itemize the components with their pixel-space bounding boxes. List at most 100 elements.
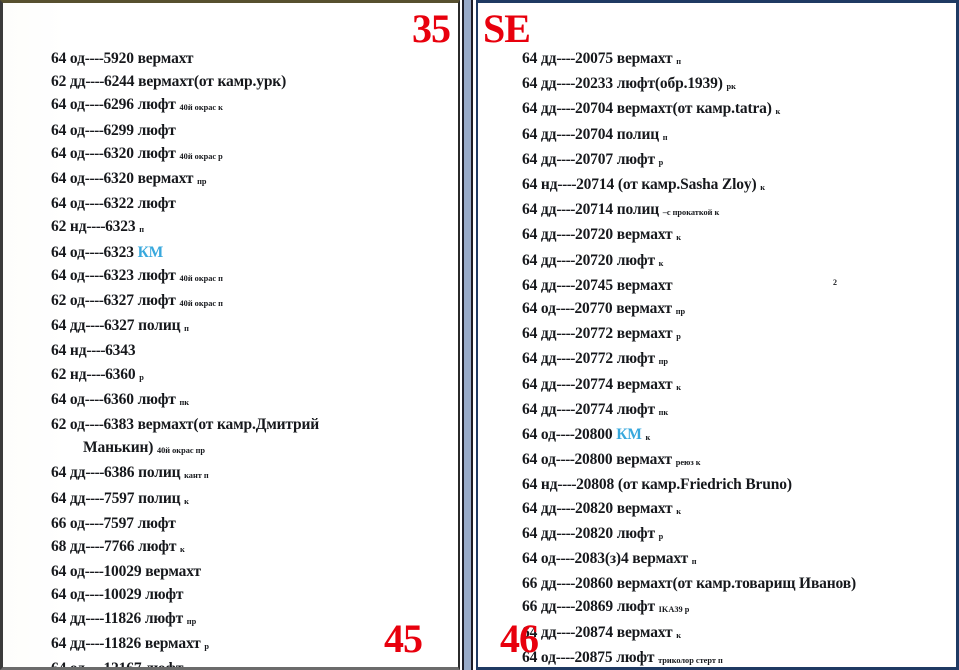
list-item: 64 дд----20774 вермахт к xyxy=(522,373,956,398)
entry-dashes: ---- xyxy=(556,125,575,143)
entry-prefix: 64 дд xyxy=(522,350,557,368)
entry-code: 6343 xyxy=(105,342,136,360)
entry-dashes: ---- xyxy=(556,524,575,542)
entry-kind: вермахт(от камр.товарищ Иванов) xyxy=(616,575,856,593)
entry-note: п xyxy=(662,132,668,142)
entry-code: 20233 xyxy=(574,75,613,93)
entry-note: реюз к xyxy=(675,458,701,468)
entry-dashes: ---- xyxy=(556,201,575,219)
entry-prefix: 64 од xyxy=(522,426,556,444)
entry-code: 20704 xyxy=(574,100,613,118)
entry-kind: полиц xyxy=(138,489,181,507)
entry-note: р xyxy=(658,157,664,167)
entry-code: 6320 xyxy=(103,144,134,162)
entry-code: 20860 xyxy=(574,575,613,593)
entry-code: 6327 xyxy=(103,317,135,335)
entry-code: 6323 xyxy=(105,218,136,236)
entry-prefix: 64 од xyxy=(522,550,556,568)
entry-note: р xyxy=(204,641,209,651)
entry-kind: люфт xyxy=(137,195,176,213)
entry-prefix: 64 дд xyxy=(51,464,86,482)
entry-note: к xyxy=(184,496,189,506)
entry-note: 40й окрас к xyxy=(179,103,223,113)
entry-kind: люфт xyxy=(137,121,176,139)
entry-kind: полиц xyxy=(616,125,660,143)
entry-note: рк xyxy=(726,82,736,92)
entry-kind: люфт xyxy=(616,350,655,368)
entry-dashes: ---- xyxy=(555,550,575,568)
entry-prefix: 64 нд xyxy=(51,342,87,360)
entry-prefix: 64 од xyxy=(51,195,85,213)
entry-note: п xyxy=(676,57,682,66)
entry-note: к xyxy=(676,382,682,392)
list-item: 64 од----20770 вермахт пр xyxy=(522,297,956,322)
entry-note: р xyxy=(139,372,144,382)
entry-prefix: 68 дд xyxy=(51,538,86,556)
entry-prefix: 64 од xyxy=(51,50,85,67)
entry-dashes: ---- xyxy=(84,563,104,581)
list-item: 66 дд----20869 люфт IKA39 р xyxy=(522,595,956,620)
entry-prefix: 64 дд xyxy=(522,524,557,542)
entry-prefix: 64 од xyxy=(522,300,556,318)
list-item: 64 од----6320 люфт 40й окрас р xyxy=(51,142,451,167)
entry-dashes: ---- xyxy=(556,226,575,244)
entry-note: пк xyxy=(179,397,190,407)
list-item: 64 дд----6327 полиц п xyxy=(51,314,451,339)
list-item: 64 дд----6386 полиц кант п xyxy=(51,461,451,486)
list-item: 64 од----6322 люфт xyxy=(51,192,451,215)
right-page-corner-mark: SE xyxy=(483,6,531,51)
entry-code: 6322 xyxy=(103,195,134,213)
entry-dashes: ---- xyxy=(557,176,577,194)
entry-prefix: 64 дд xyxy=(522,100,557,118)
entry-note: п xyxy=(691,557,697,567)
entry-note: IKA39 р xyxy=(658,605,690,615)
entry-kind: вермахт xyxy=(616,276,673,294)
entry-kind: полиц xyxy=(138,317,181,335)
list-item: 64 од----10029 люфт xyxy=(51,583,451,606)
entry-dashes: ---- xyxy=(556,623,575,641)
entry-prefix: 64 дд xyxy=(522,623,557,641)
entry-kind: вермахт xyxy=(616,623,673,641)
entry-note: п xyxy=(184,324,189,334)
right-page-number: 46 xyxy=(500,616,539,661)
entry-dashes: ---- xyxy=(556,150,575,168)
entry-dashes: ---- xyxy=(556,350,575,368)
entry-code: 7766 xyxy=(103,538,135,556)
entry-code: 6296 xyxy=(103,96,134,114)
entry-kind: полиц xyxy=(616,201,660,219)
entry-code: 20800 xyxy=(574,426,613,444)
entry-prefix: 64 од xyxy=(51,266,85,284)
entry-code: 6320 xyxy=(103,170,134,188)
entry-prefix: 64 дд xyxy=(522,226,557,244)
list-item: 64 од----10029 вермахт xyxy=(51,560,451,583)
entry-note: пр xyxy=(197,177,207,187)
entry-dashes: ---- xyxy=(556,75,575,93)
entry-code: 20745 xyxy=(574,276,613,294)
list-item: 64 дд----20233 люфт(обр.1939) рк xyxy=(522,72,956,97)
stray-annotation-mark: 2 xyxy=(833,278,837,287)
entry-prefix: 64 дд xyxy=(522,125,557,143)
entry-kind: вермахт xyxy=(616,300,672,318)
entry-kind: люфт xyxy=(616,400,655,418)
entry-kind: вермахт xyxy=(616,451,672,469)
entry-kind: люфт xyxy=(137,514,176,532)
entry-prefix: 64 од xyxy=(51,170,85,188)
list-item: 62 нд----6323 п xyxy=(51,215,451,240)
entry-dashes: ---- xyxy=(86,365,106,383)
list-item: 64 од----6320 вермахт пр xyxy=(51,167,451,192)
entry-kind: КМ xyxy=(616,426,642,444)
entry-dashes: ---- xyxy=(85,634,104,652)
entry-dashes: ---- xyxy=(86,342,106,360)
entry-note: к xyxy=(180,545,185,555)
entry-kind: вермахт xyxy=(137,50,194,67)
entry-prefix: 64 дд xyxy=(51,317,86,335)
entry-kind: люфт xyxy=(616,598,655,616)
entry-code: 20774 xyxy=(574,375,613,393)
entry-code: 20875 xyxy=(574,648,613,666)
entry-dashes: ---- xyxy=(84,660,104,670)
entry-code: 20720 xyxy=(574,251,613,269)
entry-note: к xyxy=(676,630,682,640)
right-page-entry-list: 64 дд----20075 вермахт п 64 дд----20233 л… xyxy=(522,47,956,667)
entry-dashes: ---- xyxy=(84,390,104,408)
entry-note: пр xyxy=(658,357,669,367)
